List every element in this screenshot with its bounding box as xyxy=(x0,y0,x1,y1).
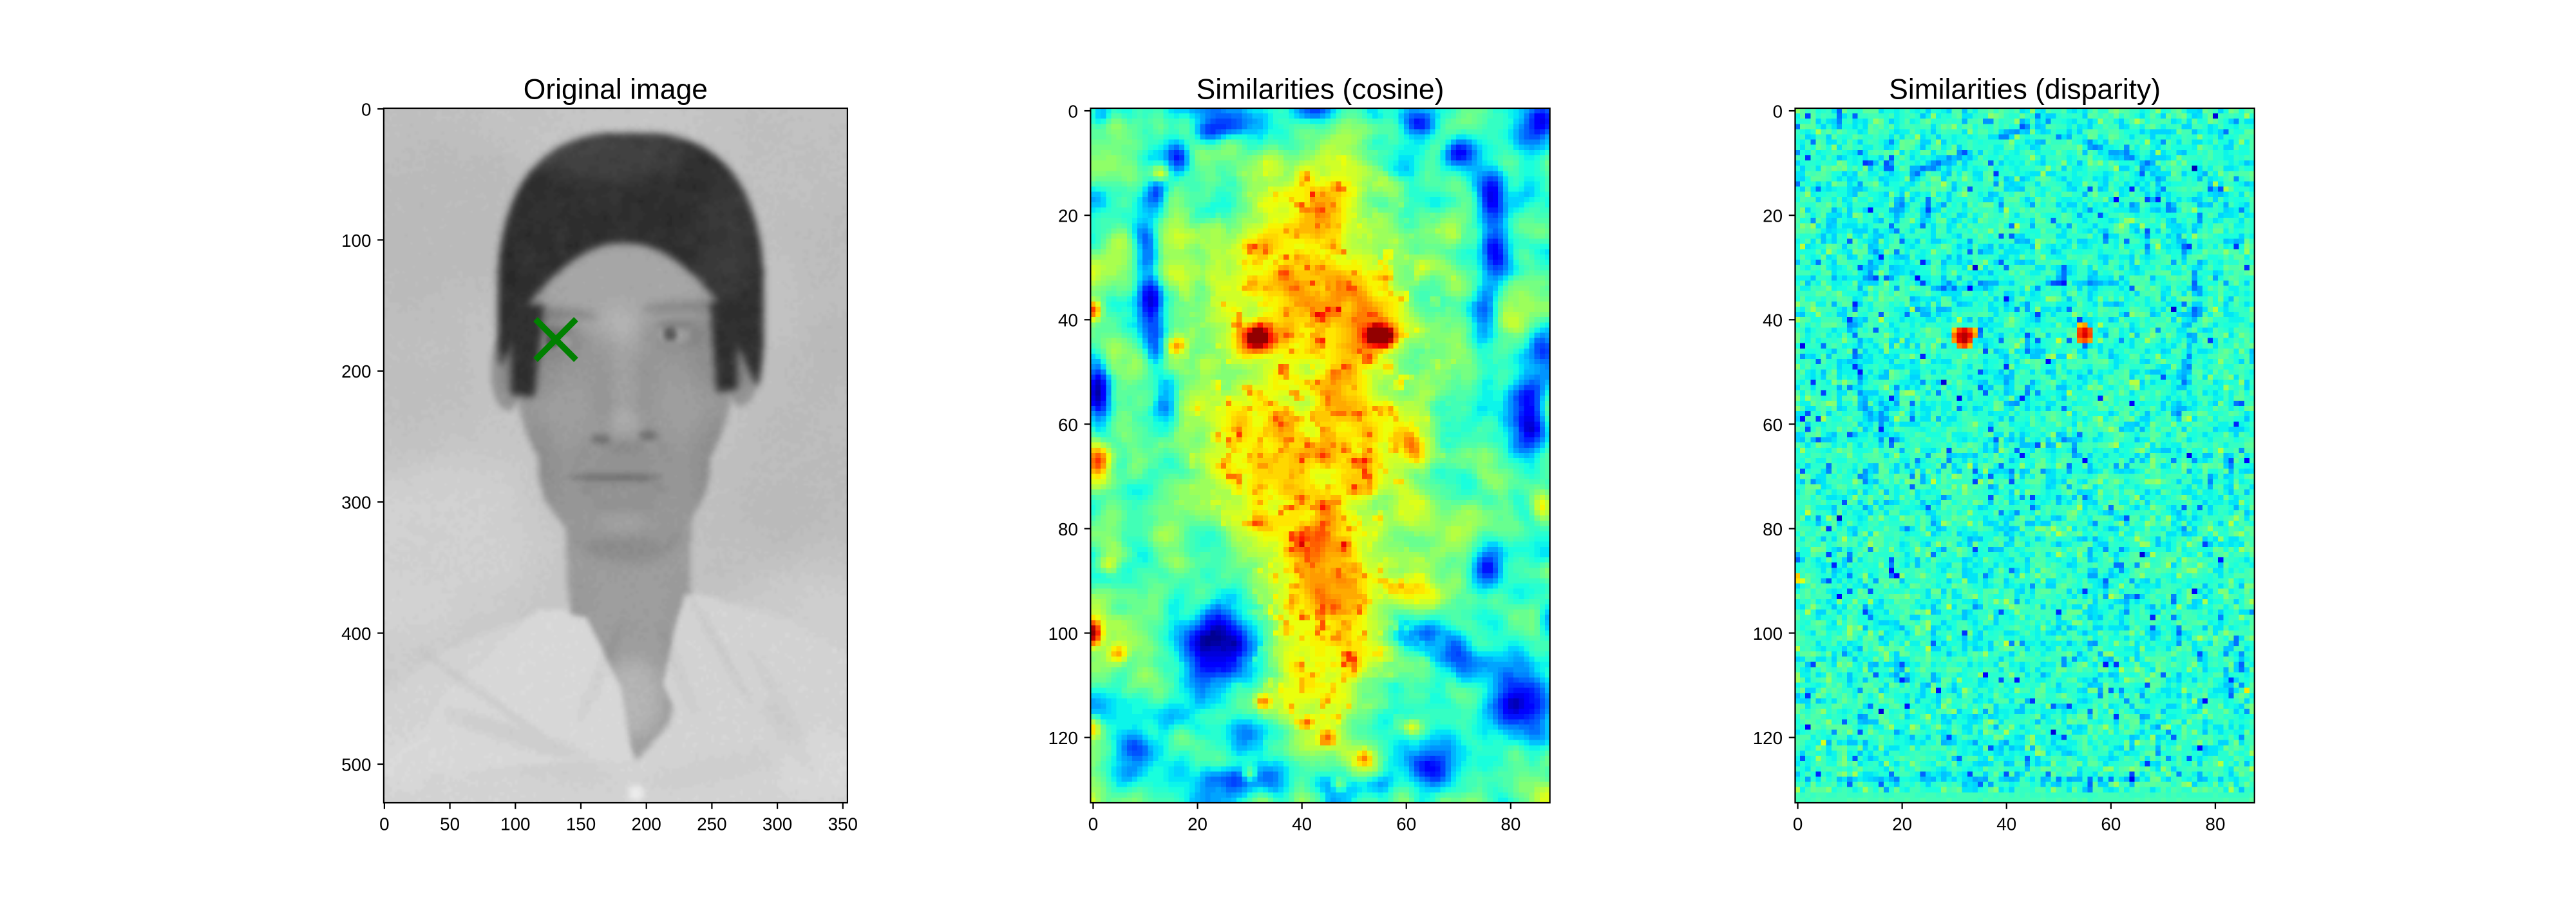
svg-text:300: 300 xyxy=(762,814,792,834)
svg-text:80: 80 xyxy=(2206,814,2226,834)
svg-text:150: 150 xyxy=(566,814,596,834)
svg-text:250: 250 xyxy=(697,814,726,834)
svg-text:20: 20 xyxy=(1763,206,1783,226)
svg-text:20: 20 xyxy=(1188,814,1208,834)
svg-text:0: 0 xyxy=(1068,101,1077,121)
svg-text:0: 0 xyxy=(361,99,371,119)
svg-text:400: 400 xyxy=(341,624,371,644)
svg-text:300: 300 xyxy=(341,493,371,513)
svg-text:80: 80 xyxy=(1763,519,1783,539)
svg-text:Similarities (cosine): Similarities (cosine) xyxy=(1197,74,1444,106)
svg-text:0: 0 xyxy=(379,814,389,834)
svg-text:20: 20 xyxy=(1058,206,1078,226)
svg-text:Original image: Original image xyxy=(524,74,708,106)
svg-text:80: 80 xyxy=(1058,519,1078,539)
svg-text:60: 60 xyxy=(1058,415,1078,435)
svg-text:500: 500 xyxy=(341,754,371,774)
svg-text:40: 40 xyxy=(1292,814,1312,834)
svg-text:100: 100 xyxy=(1753,624,1783,644)
svg-text:100: 100 xyxy=(500,814,530,834)
svg-text:200: 200 xyxy=(341,361,371,381)
svg-text:40: 40 xyxy=(1763,311,1783,331)
svg-text:0: 0 xyxy=(1793,814,1803,834)
svg-text:60: 60 xyxy=(2101,814,2121,834)
svg-text:0: 0 xyxy=(1088,814,1098,834)
svg-text:Similarities (disparity): Similarities (disparity) xyxy=(1889,74,2161,106)
svg-text:100: 100 xyxy=(341,231,371,251)
svg-text:60: 60 xyxy=(1396,814,1416,834)
svg-text:120: 120 xyxy=(1753,728,1783,748)
svg-text:60: 60 xyxy=(1763,415,1783,435)
svg-text:50: 50 xyxy=(440,814,460,834)
svg-text:100: 100 xyxy=(1048,624,1078,644)
svg-text:0: 0 xyxy=(1773,101,1783,121)
svg-text:120: 120 xyxy=(1048,728,1078,748)
svg-text:350: 350 xyxy=(828,814,858,834)
svg-text:20: 20 xyxy=(1892,814,1912,834)
svg-text:40: 40 xyxy=(1996,814,2016,834)
svg-text:200: 200 xyxy=(632,814,661,834)
svg-text:40: 40 xyxy=(1058,311,1078,331)
svg-text:80: 80 xyxy=(1501,814,1520,834)
